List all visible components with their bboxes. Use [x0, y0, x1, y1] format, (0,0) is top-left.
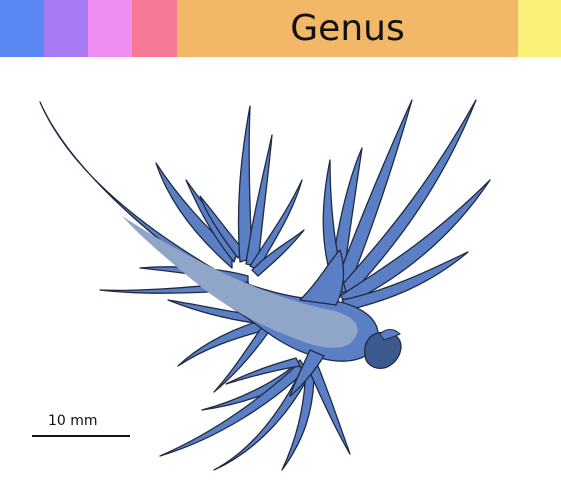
- taxon-rank-bar: Genus: [0, 0, 561, 57]
- rank-segment-6: [518, 0, 561, 57]
- rank-segment-2: [44, 0, 88, 57]
- rank-segment-genus: Genus: [177, 0, 518, 57]
- scale-bar-label: 10 mm: [48, 413, 98, 429]
- sea-slug-silhouette-icon: [39, 99, 491, 471]
- rank-title: Genus: [290, 7, 405, 49]
- rank-segment-1: [0, 0, 44, 57]
- rank-segment-3: [88, 0, 132, 57]
- scale-bar: [32, 435, 130, 437]
- rank-segment-4: [132, 0, 177, 57]
